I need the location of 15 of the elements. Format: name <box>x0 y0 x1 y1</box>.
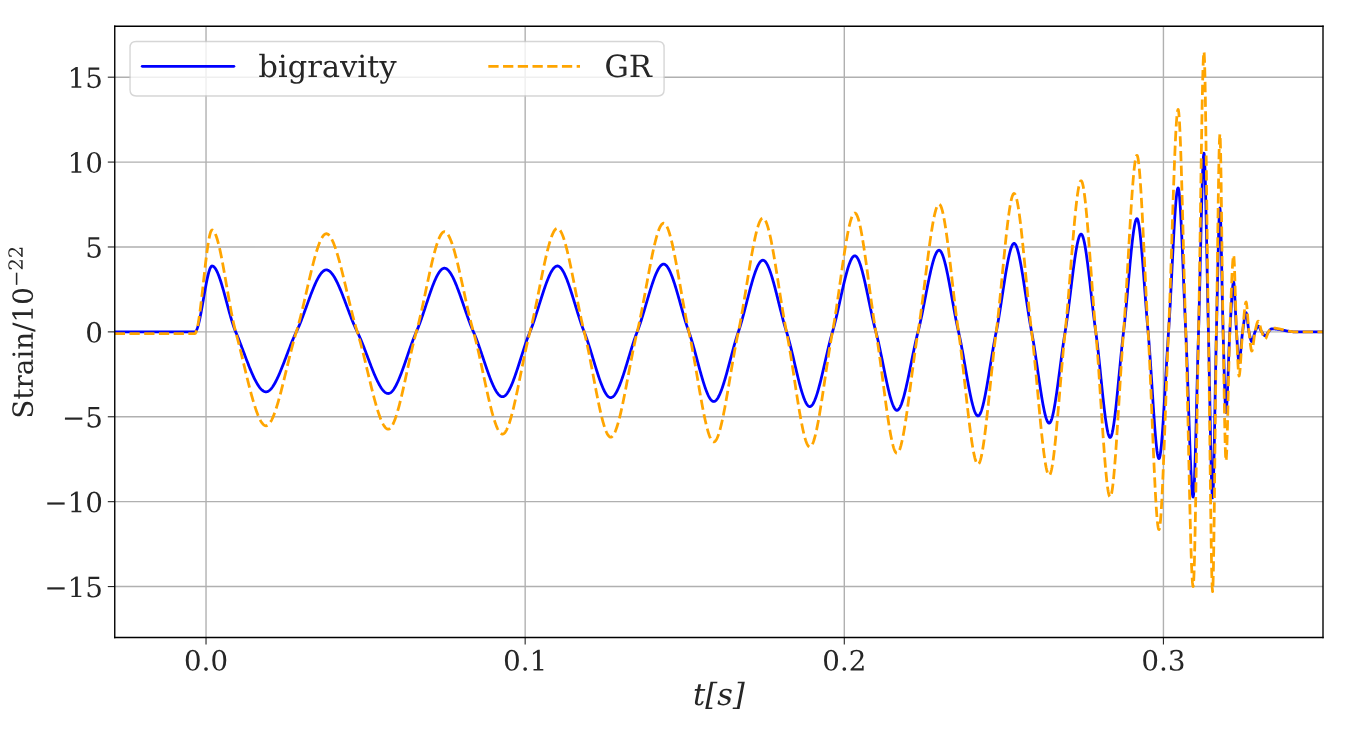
x-tick-label: 0.0 <box>185 649 227 671</box>
y-tick-label: −5 <box>64 407 101 428</box>
legend-label: GR <box>606 54 653 78</box>
x-axis-title: t[s] <box>694 681 745 709</box>
x-tick-label: 0.3 <box>1143 649 1184 671</box>
y-tick-label: 5 <box>87 237 101 258</box>
x-tick-label: 0.2 <box>824 649 864 671</box>
y-axis-title: Strain/10$^{−22}$ <box>8 247 36 417</box>
x-tick-label: 0.1 <box>504 649 544 671</box>
y-tick-label: −10 <box>47 491 102 513</box>
y-tick-label: 15 <box>70 67 101 89</box>
y-tick-label: −15 <box>47 576 101 598</box>
y-tick-label: 10 <box>70 152 102 174</box>
legend-label: bigravity <box>259 53 397 84</box>
y-tick-label: 0 <box>87 321 102 343</box>
